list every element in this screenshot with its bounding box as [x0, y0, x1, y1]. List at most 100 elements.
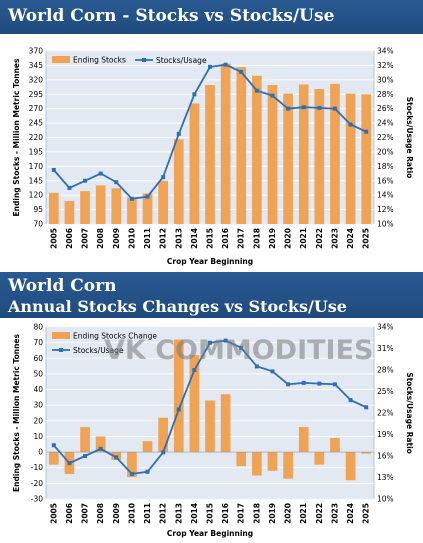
legend-swatch-marker	[59, 348, 63, 352]
line-point	[51, 443, 56, 448]
y-tick-label: 295	[29, 90, 44, 99]
line-point	[114, 455, 119, 460]
y2-tick-label: 13%	[377, 473, 394, 482]
line-point	[208, 64, 212, 69]
line-point	[223, 338, 228, 343]
x-axis-label: Crop Year Beginning	[167, 257, 253, 266]
line-point	[223, 62, 228, 67]
y2-tick-label: 22%	[377, 133, 394, 142]
legend-swatch-bar	[52, 56, 70, 63]
x-tick-label: 2009	[112, 503, 121, 524]
line-point	[129, 196, 134, 201]
line-point	[176, 131, 181, 136]
x-tick-label: 2012	[159, 228, 168, 249]
bar	[252, 75, 262, 224]
line-point	[317, 105, 322, 110]
line-point	[286, 106, 291, 111]
y2-tick-label: 10%	[377, 220, 394, 229]
bar	[127, 452, 137, 478]
chart-subtitle: Annual Stocks Changes vs Stocks/Use	[8, 297, 347, 316]
x-tick-label: 2022	[315, 228, 324, 249]
x-tick-label: 2025	[362, 503, 371, 524]
bar	[298, 427, 309, 453]
y-axis-label: Ending Stocks - Million Metric Tonnes	[12, 334, 21, 492]
y2-tick-label: 30%	[377, 75, 394, 84]
x-tick-label: 2017	[237, 503, 246, 524]
line-point	[286, 382, 291, 387]
line-point	[161, 175, 166, 180]
y-tick-label: 20	[33, 416, 43, 425]
y-tick-label: 170	[29, 162, 44, 171]
chart-panel-stocks: World Corn - Stocks vs Stocks/Use 70 95 12…	[0, 0, 423, 270]
y2-tick-label: 28%	[377, 366, 394, 375]
y2-tick-label: 34%	[377, 323, 394, 332]
y-tick-label: 145	[29, 176, 44, 185]
y-tick-label: 70	[33, 338, 43, 347]
x-tick-label: 2019	[268, 228, 277, 249]
line-point	[114, 180, 119, 185]
line-point	[192, 368, 197, 372]
line-point	[239, 345, 244, 350]
y-tick-label: 70	[33, 220, 43, 229]
y-tick-label: 50	[33, 369, 43, 378]
x-tick-label: 2016	[221, 503, 230, 524]
bar	[158, 417, 168, 453]
y2-tick-label: 18%	[377, 162, 394, 171]
y2-tick-label: 25%	[377, 387, 394, 396]
line-point	[145, 194, 150, 199]
x-tick-label: 2020	[284, 503, 293, 524]
line-point	[254, 88, 259, 93]
y2-tick-label: 16%	[377, 176, 394, 185]
y-axis-label: Ending Stocks - Million Metric Tonnes	[12, 58, 21, 216]
bar	[267, 452, 278, 471]
y2-tick-label: 31%	[377, 344, 394, 353]
line-point	[348, 398, 353, 403]
line-point	[270, 369, 275, 374]
y-tick-label: 220	[29, 133, 44, 142]
bar	[236, 452, 247, 467]
bar	[361, 94, 372, 224]
x-tick-label: 2005	[49, 503, 58, 524]
x-tick-label: 2013	[174, 228, 183, 249]
bar	[64, 200, 75, 224]
y2-tick-label: 22%	[377, 409, 394, 418]
y2-tick-label: 12%	[377, 205, 394, 214]
chart-panel-changes: World Corn Annual Stocks Changes vs Stoc…	[0, 272, 423, 543]
bar	[158, 180, 168, 224]
bar	[252, 452, 262, 476]
line-point	[254, 364, 259, 369]
x-tick-label: 2024	[346, 503, 355, 524]
x-tick-label: 2021	[299, 503, 308, 524]
chart-title-banner: World Corn - Stocks vs Stocks/Use	[0, 0, 423, 34]
x-tick-label: 2012	[159, 503, 168, 524]
line-point	[176, 407, 181, 412]
y-tick-label: 95	[33, 205, 43, 214]
x-tick-label: 2005	[49, 228, 58, 249]
line-point	[270, 93, 275, 98]
bar	[142, 441, 153, 453]
chart-annual-stock-changes: -30 -20 -10 0 10 20 30 40 50 60 70 80 10% 13% 16% 19% 22…	[12, 323, 414, 539]
x-tick-label: 2006	[65, 503, 74, 524]
x-tick-label: 2007	[81, 228, 90, 249]
chart-title: World Corn - Stocks vs Stocks/Use	[8, 6, 335, 26]
x-tick-label: 2010	[127, 503, 136, 524]
bar	[80, 427, 90, 453]
line-point	[98, 446, 103, 451]
line-point	[83, 454, 88, 458]
x-tick-label: 2008	[96, 228, 105, 249]
x-tick-label: 2009	[112, 228, 121, 249]
line-point	[301, 105, 306, 110]
bar	[189, 103, 200, 224]
x-tick-label: 2022	[315, 503, 324, 524]
x-tick-label: 2007	[81, 503, 90, 524]
line-point	[192, 92, 197, 97]
legend-label: Ending Stocks Change	[73, 332, 157, 341]
bar	[345, 93, 356, 224]
y-tick-label: -20	[31, 479, 43, 488]
legend-label: Ending Stocks	[73, 56, 126, 65]
y-tick-label: 60	[33, 354, 43, 363]
x-axis-label: Crop Year Beginning	[167, 529, 253, 538]
line-point	[145, 469, 150, 474]
y2-tick-label: 16%	[377, 452, 394, 461]
bar	[205, 85, 215, 224]
